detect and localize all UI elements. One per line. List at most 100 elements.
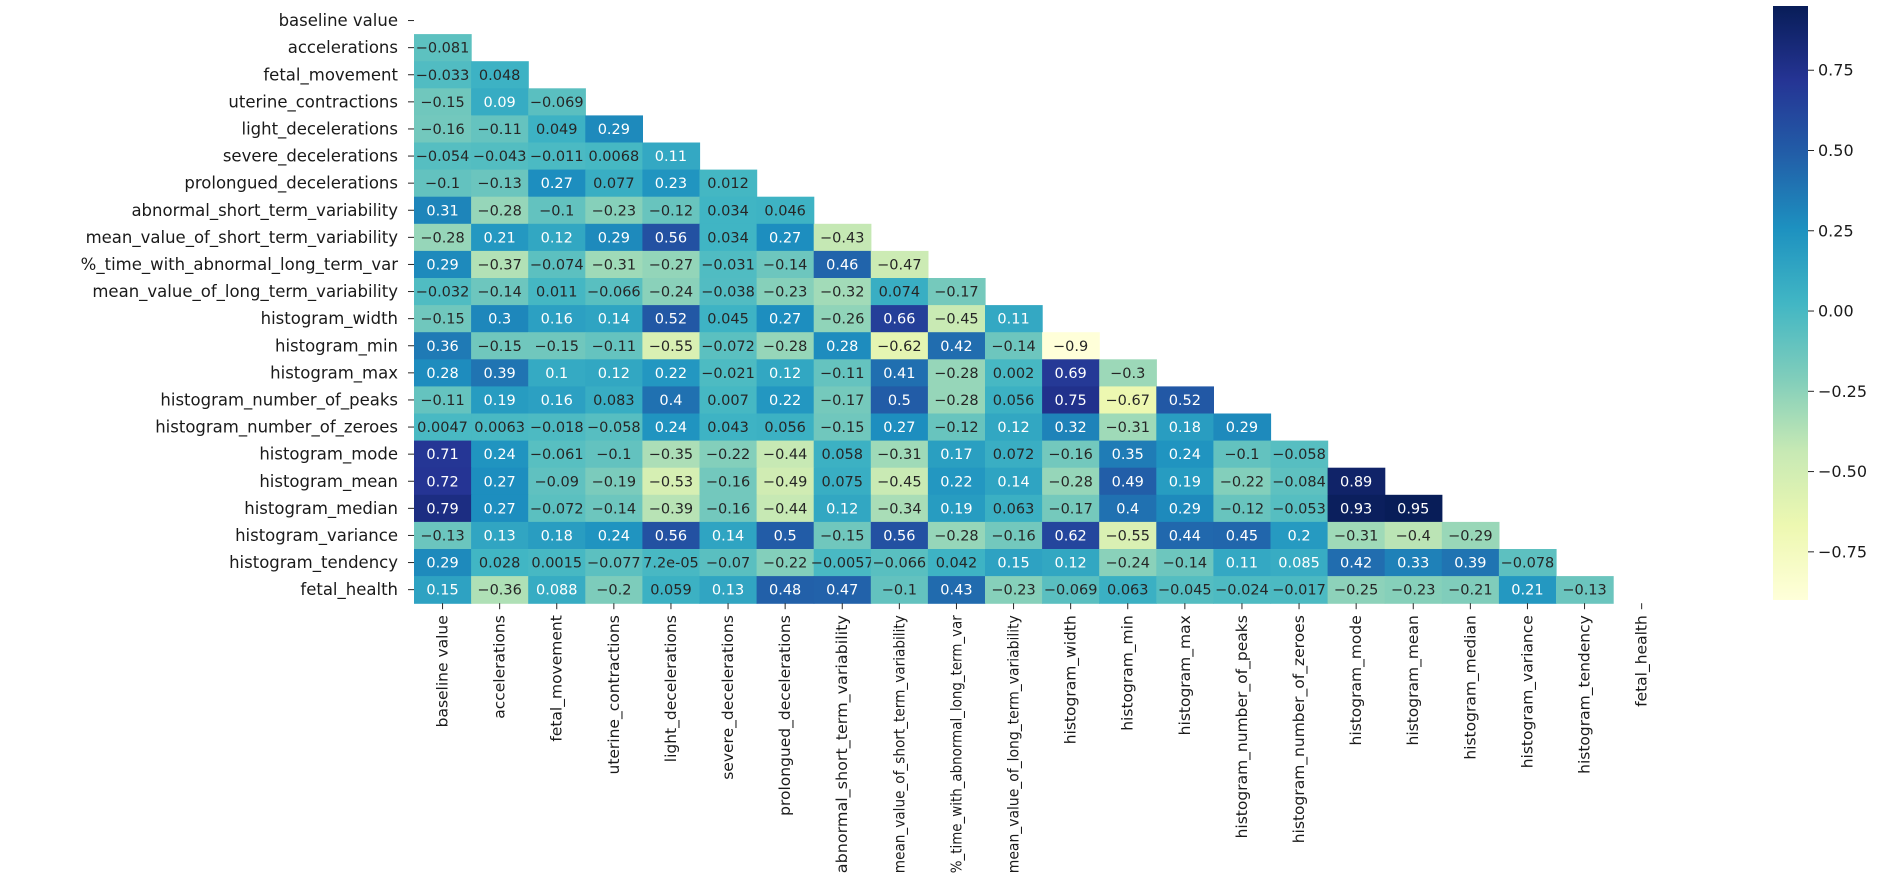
heatmap-cell xyxy=(870,278,929,306)
x-tick-label: histogram_mean xyxy=(1404,615,1423,745)
cell-value-label: −0.3 xyxy=(1110,366,1145,382)
heatmap-cell xyxy=(1042,494,1100,523)
cell-value-label: −0.07 xyxy=(706,556,750,572)
cell-value-label: 0.4 xyxy=(659,393,682,409)
cell-value-label: 0.47 xyxy=(826,583,858,599)
y-tick-label: histogram_min xyxy=(275,336,398,356)
x-tick-label: histogram_tendency xyxy=(1576,615,1595,774)
heatmap-cell xyxy=(1042,576,1100,604)
heatmap-cell xyxy=(585,413,643,442)
heatmap-cell xyxy=(1270,440,1329,469)
cell-value-label: −0.16 xyxy=(706,474,750,490)
cell-value-label: 0.23 xyxy=(655,176,687,192)
cell-value-label: −0.24 xyxy=(1106,556,1150,572)
heatmap-cell xyxy=(699,386,758,415)
y-tick-label: baseline value xyxy=(279,11,398,30)
heatmap-cell xyxy=(870,576,929,604)
cell-value-label: −0.1 xyxy=(882,583,917,599)
cell-value-label: 0.043 xyxy=(707,420,749,436)
heatmap-cell xyxy=(870,549,929,577)
cell-value-label: 0.088 xyxy=(536,583,578,599)
heatmap-cell xyxy=(927,386,986,415)
cell-value-label: 0.12 xyxy=(769,366,801,382)
heatmap-cell xyxy=(1042,549,1100,577)
y-tick-label: histogram_variance xyxy=(235,526,398,546)
cell-value-label: −0.62 xyxy=(877,339,921,355)
cell-value-label: 0.12 xyxy=(541,230,573,246)
cell-value-label: 0.69 xyxy=(1055,366,1087,382)
heatmap-cell xyxy=(414,576,472,604)
heatmap-cell xyxy=(985,359,1043,387)
cell-value-label: 0.62 xyxy=(1055,528,1087,544)
cell-value-label: −0.23 xyxy=(1391,583,1435,599)
heatmap-cell xyxy=(699,332,758,360)
heatmap-cell xyxy=(471,359,529,387)
cell-value-label: −0.15 xyxy=(420,95,464,111)
heatmap-cell xyxy=(642,359,701,387)
cell-value-label: 0.083 xyxy=(593,393,635,409)
x-tick-label: histogram_number_of_zeroes xyxy=(1290,615,1309,843)
x-tick-label: severe_decelerations xyxy=(719,615,738,780)
heatmap-cell xyxy=(1384,494,1443,523)
cell-value-label: −0.14 xyxy=(1163,556,1207,572)
cell-value-label: 0.41 xyxy=(883,366,915,382)
y-tick-label: histogram_width xyxy=(261,309,398,329)
cell-value-label: −0.31 xyxy=(877,447,921,463)
heatmap-cell xyxy=(1099,521,1157,550)
cell-value-label: −0.16 xyxy=(706,501,750,517)
heatmap-cell xyxy=(642,467,701,496)
heatmap-cell xyxy=(1213,576,1272,604)
cell-value-label: −0.032 xyxy=(416,285,470,301)
heatmap-cell xyxy=(813,332,872,360)
heatmap-cell xyxy=(870,440,929,469)
cell-value-label: 0.077 xyxy=(593,176,635,192)
x-tick-label: mean_value_of_short_term_variability xyxy=(890,615,909,873)
heatmap-cell xyxy=(471,61,529,89)
heatmap-cell xyxy=(1327,549,1386,577)
heatmap-cell xyxy=(1384,576,1443,604)
cell-value-label: −0.13 xyxy=(477,176,521,192)
heatmap-cell xyxy=(756,549,815,577)
cell-value-label: −0.17 xyxy=(820,393,864,409)
heatmap-cell xyxy=(414,278,472,306)
y-tick-label: %_time_with_abnormal_long_term_var xyxy=(81,255,399,275)
heatmap-cell xyxy=(870,332,929,360)
cell-value-label: 0.35 xyxy=(1112,447,1144,463)
heatmap-cell xyxy=(1042,440,1100,469)
heatmap-cell xyxy=(585,386,643,415)
heatmap-cell xyxy=(985,413,1043,442)
heatmap-cell xyxy=(927,576,986,604)
heatmap-cell xyxy=(1099,386,1157,415)
heatmap-cell xyxy=(927,278,986,306)
heatmap-cell xyxy=(1384,549,1443,577)
cell-value-label: −0.14 xyxy=(592,501,636,517)
cell-value-label: 0.1 xyxy=(545,366,568,382)
heatmap-cell xyxy=(756,386,815,415)
heatmap-cell xyxy=(528,521,586,550)
heatmap-cell xyxy=(756,521,815,550)
cell-value-label: −0.37 xyxy=(477,257,521,273)
heatmap-cell xyxy=(1099,549,1157,577)
cell-value-label: 0.29 xyxy=(426,257,458,273)
heatmap-cell xyxy=(585,494,643,523)
y-tick-label: fetal_movement xyxy=(263,65,398,85)
heatmap-cell xyxy=(585,169,643,198)
cell-value-label: −0.16 xyxy=(420,122,464,138)
heatmap-cell xyxy=(471,142,529,171)
heatmap-cell xyxy=(642,278,701,306)
cell-value-label: 0.13 xyxy=(712,583,744,599)
cell-value-label: −0.11 xyxy=(592,339,636,355)
cell-value-label: −0.36 xyxy=(477,583,521,599)
cell-value-label: 0.012 xyxy=(707,176,749,192)
heatmap-cell xyxy=(414,115,472,144)
heatmap-cell xyxy=(471,223,529,252)
cell-value-label: 0.48 xyxy=(769,583,801,599)
heatmap-cell xyxy=(1213,413,1272,442)
cell-value-label: −0.054 xyxy=(416,149,470,165)
heatmap-cell xyxy=(1441,549,1500,577)
cell-value-label: −0.15 xyxy=(477,339,521,355)
cell-value-label: 0.56 xyxy=(655,528,687,544)
heatmap-cell xyxy=(1042,386,1100,415)
heatmap-cell xyxy=(756,576,815,604)
